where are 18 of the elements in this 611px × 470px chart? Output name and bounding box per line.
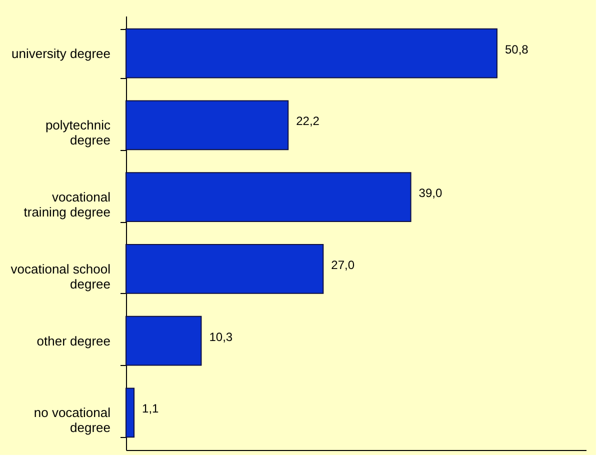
data-label: 50,8 [504, 42, 529, 56]
y-tick-label: polytechnic degree [45, 118, 111, 148]
data-label: 27,0 [331, 258, 355, 272]
data-label: 10,3 [209, 330, 233, 344]
y-tick-label: other degree [36, 333, 110, 348]
y-tick-label: vocational school degree [10, 261, 111, 292]
y-tick-label: university degree [12, 46, 110, 61]
data-label: 22,2 [296, 114, 320, 128]
bar [126, 388, 135, 438]
y-tick-label: no vocational degree [34, 405, 111, 436]
data-label: 39,0 [418, 186, 442, 200]
bar [126, 244, 324, 294]
y-tick-label: vocational training degree [24, 190, 111, 220]
bar [126, 172, 412, 222]
bar [126, 100, 289, 150]
bar [126, 316, 202, 366]
data-label: 1,1 [142, 402, 160, 416]
bar [126, 28, 498, 78]
